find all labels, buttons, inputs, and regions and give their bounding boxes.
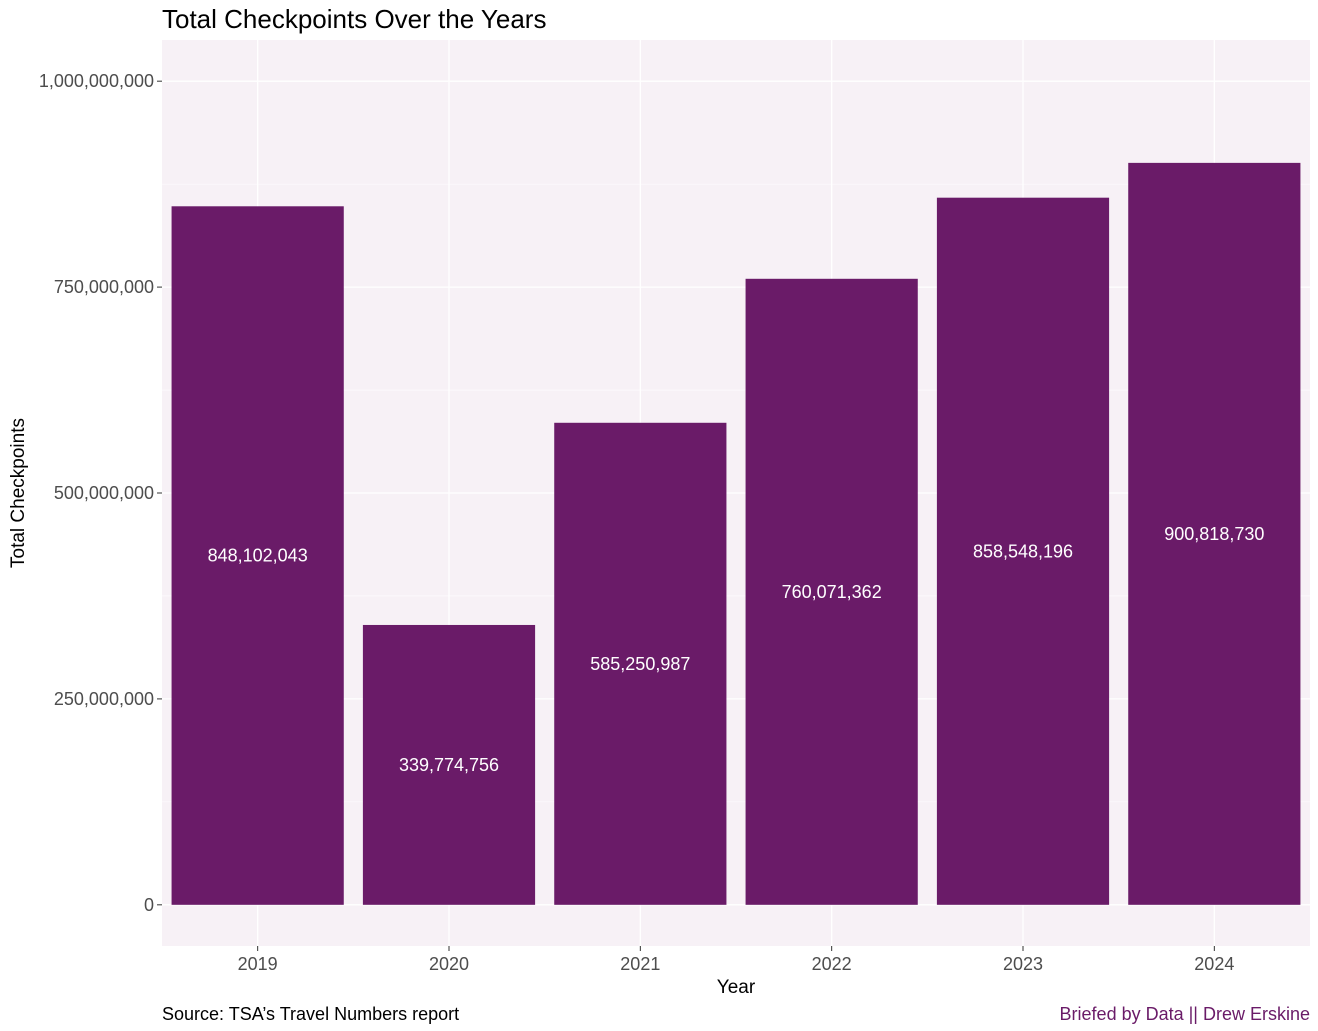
bar-2021 [554,422,727,905]
bar-2020 [362,624,536,905]
bars [171,162,1301,905]
x-tick-label: 2023 [1003,954,1043,974]
bar-labels: 848,102,043 339,774,756 585,250,987 760,071… [208,524,1265,775]
bar-value-label: 858,548,196 [973,541,1073,561]
bar-value-label: 848,102,043 [208,546,308,566]
x-tick-label: 2022 [812,954,852,974]
y-tick-label: 750,000,000 [54,277,154,297]
y-tick-label: 1,000,000,000 [39,71,154,91]
x-tick-label: 2019 [238,954,278,974]
bar-2022 [745,278,918,905]
y-tick-label: 250,000,000 [54,689,154,709]
bar-value-label: 585,250,987 [590,654,690,674]
bar-value-label: 760,071,362 [782,582,882,602]
y-tick-label: 500,000,000 [54,483,154,503]
bar-2024 [1128,162,1301,905]
x-tick-label: 2024 [1194,954,1234,974]
bar-2023 [936,197,1110,905]
bar-value-label: 900,818,730 [1164,524,1264,544]
x-tick-label: 2020 [429,954,469,974]
x-axis-title: Year [717,977,756,998]
y-axis-title: Total Checkpoints [8,418,29,568]
y-tick-label: 0 [144,895,154,915]
axes: 0 250,000,000 500,000,000 750,000,000 1,000,… [39,71,1234,974]
bar-value-label: 339,774,756 [399,755,499,775]
chart-title: Total Checkpoints Over the Years [162,4,546,34]
x-tick-label: 2021 [620,954,660,974]
bar-2019 [171,206,344,905]
source-caption: Source: TSA’s Travel Numbers report [162,1004,459,1024]
brand-caption: Briefed by Data || Drew Erskine [1060,1004,1310,1024]
